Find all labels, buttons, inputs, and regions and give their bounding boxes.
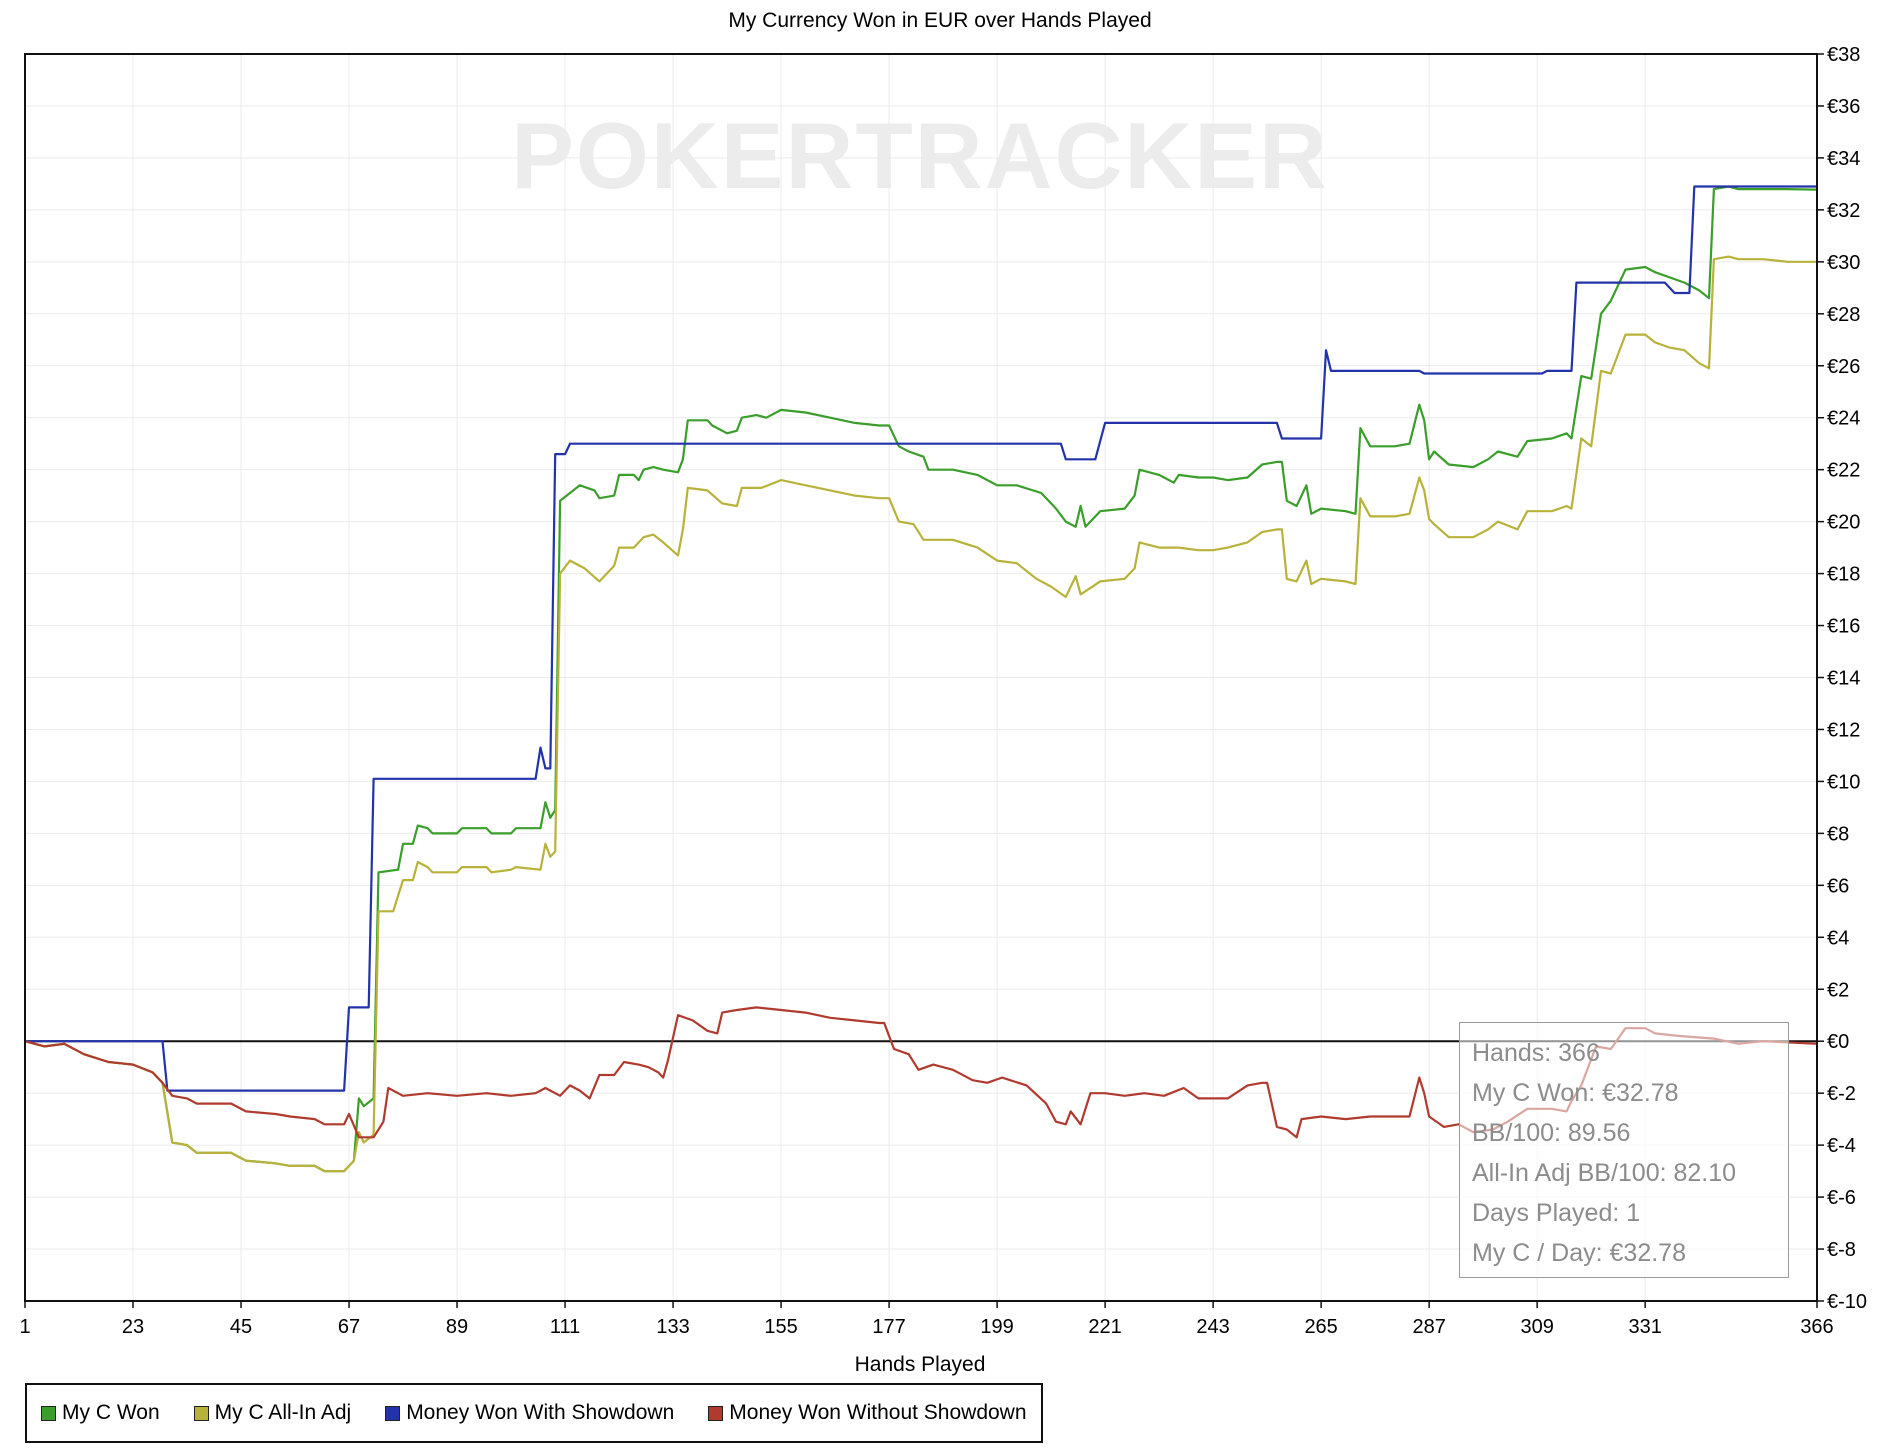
y-tick-label: €20 [1827,512,1860,534]
series-lines [24,185,1818,1173]
x-tick-label: 287 [1412,1316,1445,1338]
stats-box: Hands: 366 My C Won: €32.78 BB/100: 89.5… [1459,1022,1789,1278]
legend-swatch [41,1405,56,1421]
y-tick-label: €36 [1827,96,1860,118]
x-tick-label: 155 [764,1316,797,1338]
y-tick-label: €14 [1827,668,1860,690]
watermark-text: POKERTRACKER [511,103,1329,208]
legend-swatch [385,1405,401,1421]
y-tick-label: €18 [1827,564,1860,586]
x-tick-label: 67 [338,1316,360,1338]
series-line-1 [24,255,1817,1173]
y-tick-label: €12 [1827,719,1860,741]
x-tick-label: 1 [19,1316,30,1338]
stat-won: My C Won: €32.78 [1472,1079,1679,1107]
legend-item-my-c-allin-adj[interactable]: My C All-In Adj [193,1401,352,1425]
x-tick-label: 89 [446,1316,468,1338]
x-axis: 1 23 45 67 89 111 133 155 177 199 221 243 265 287 309 3… [19,1301,1834,1338]
y-tick-label: €8 [1827,823,1849,845]
x-tick-label: 23 [122,1316,144,1338]
y-tick-label: €-6 [1827,1187,1856,1209]
x-axis-label: Hands Played [855,1353,986,1376]
y-tick-label: €2 [1827,979,1849,1001]
legend-label: Money Won With Showdown [406,1401,675,1424]
legend-swatch [708,1405,724,1421]
stat-per-day: My C / Day: €32.78 [1472,1239,1686,1267]
y-tick-label: €-10 [1827,1291,1867,1313]
y-tick-label: €4 [1827,927,1849,949]
y-tick-label: €38 [1827,44,1860,66]
x-tick-label: 111 [550,1316,580,1338]
legend-label: My C All-In Adj [214,1401,352,1424]
watermark-logo: POKERTRACKER [511,103,1329,208]
x-tick-label: 45 [230,1316,252,1338]
x-tick-label: 133 [656,1316,689,1338]
y-tick-label: €22 [1827,460,1860,482]
y-tick-label: €24 [1827,408,1860,430]
stat-hands: Hands: 366 [1472,1039,1600,1067]
series-line-0 [24,185,1818,1173]
series-line-3 [24,1006,1818,1139]
y-tick-label: €32 [1827,200,1860,222]
stat-bb100: BB/100: 89.56 [1472,1119,1631,1147]
x-tick-label: 366 [1800,1316,1833,1338]
y-tick-label: €-2 [1827,1083,1856,1105]
x-tick-label: 199 [980,1316,1013,1338]
x-tick-label: 265 [1304,1316,1337,1338]
x-tick-label: 309 [1520,1316,1553,1338]
legend-item-my-c-won[interactable]: My C Won [41,1401,160,1425]
legend-swatch [193,1405,209,1421]
x-tick-label: 221 [1088,1316,1121,1338]
legend-item-non-showdown[interactable]: Money Won Without Showdown [708,1401,1027,1425]
y-axis: €-10 €-8 €-6 €-4 €-2 €0 €2 €4 €6 €8 €10 €12 €14 €16 €1… [1817,44,1867,1313]
chart-title: My Currency Won in EUR over Hands Played [728,9,1151,32]
legend-label: Money Won Without Showdown [729,1401,1027,1424]
x-tick-label: 243 [1196,1316,1229,1338]
y-tick-label: €10 [1827,771,1860,793]
y-tick-label: €30 [1827,252,1860,274]
legend-label: My C Won [62,1401,160,1424]
series-line-2 [25,185,1817,1092]
y-tick-label: €-8 [1827,1239,1856,1261]
x-tick-label: 177 [872,1316,905,1338]
y-tick-label: €28 [1827,304,1860,326]
legend: My C Won My C All-In Adj Money Won With … [25,1383,1043,1443]
y-tick-label: €16 [1827,616,1860,638]
x-tick-label: 331 [1628,1316,1661,1338]
legend-item-showdown[interactable]: Money Won With Showdown [385,1401,674,1425]
y-tick-label: €-4 [1827,1135,1856,1157]
y-tick-label: €34 [1827,148,1860,170]
stat-days-played: Days Played: 1 [1472,1199,1641,1227]
y-tick-label: €26 [1827,356,1860,378]
stat-allin-bb100: All-In Adj BB/100: 82.10 [1472,1159,1737,1187]
y-tick-label: €0 [1827,1031,1849,1053]
y-tick-label: €6 [1827,875,1849,897]
